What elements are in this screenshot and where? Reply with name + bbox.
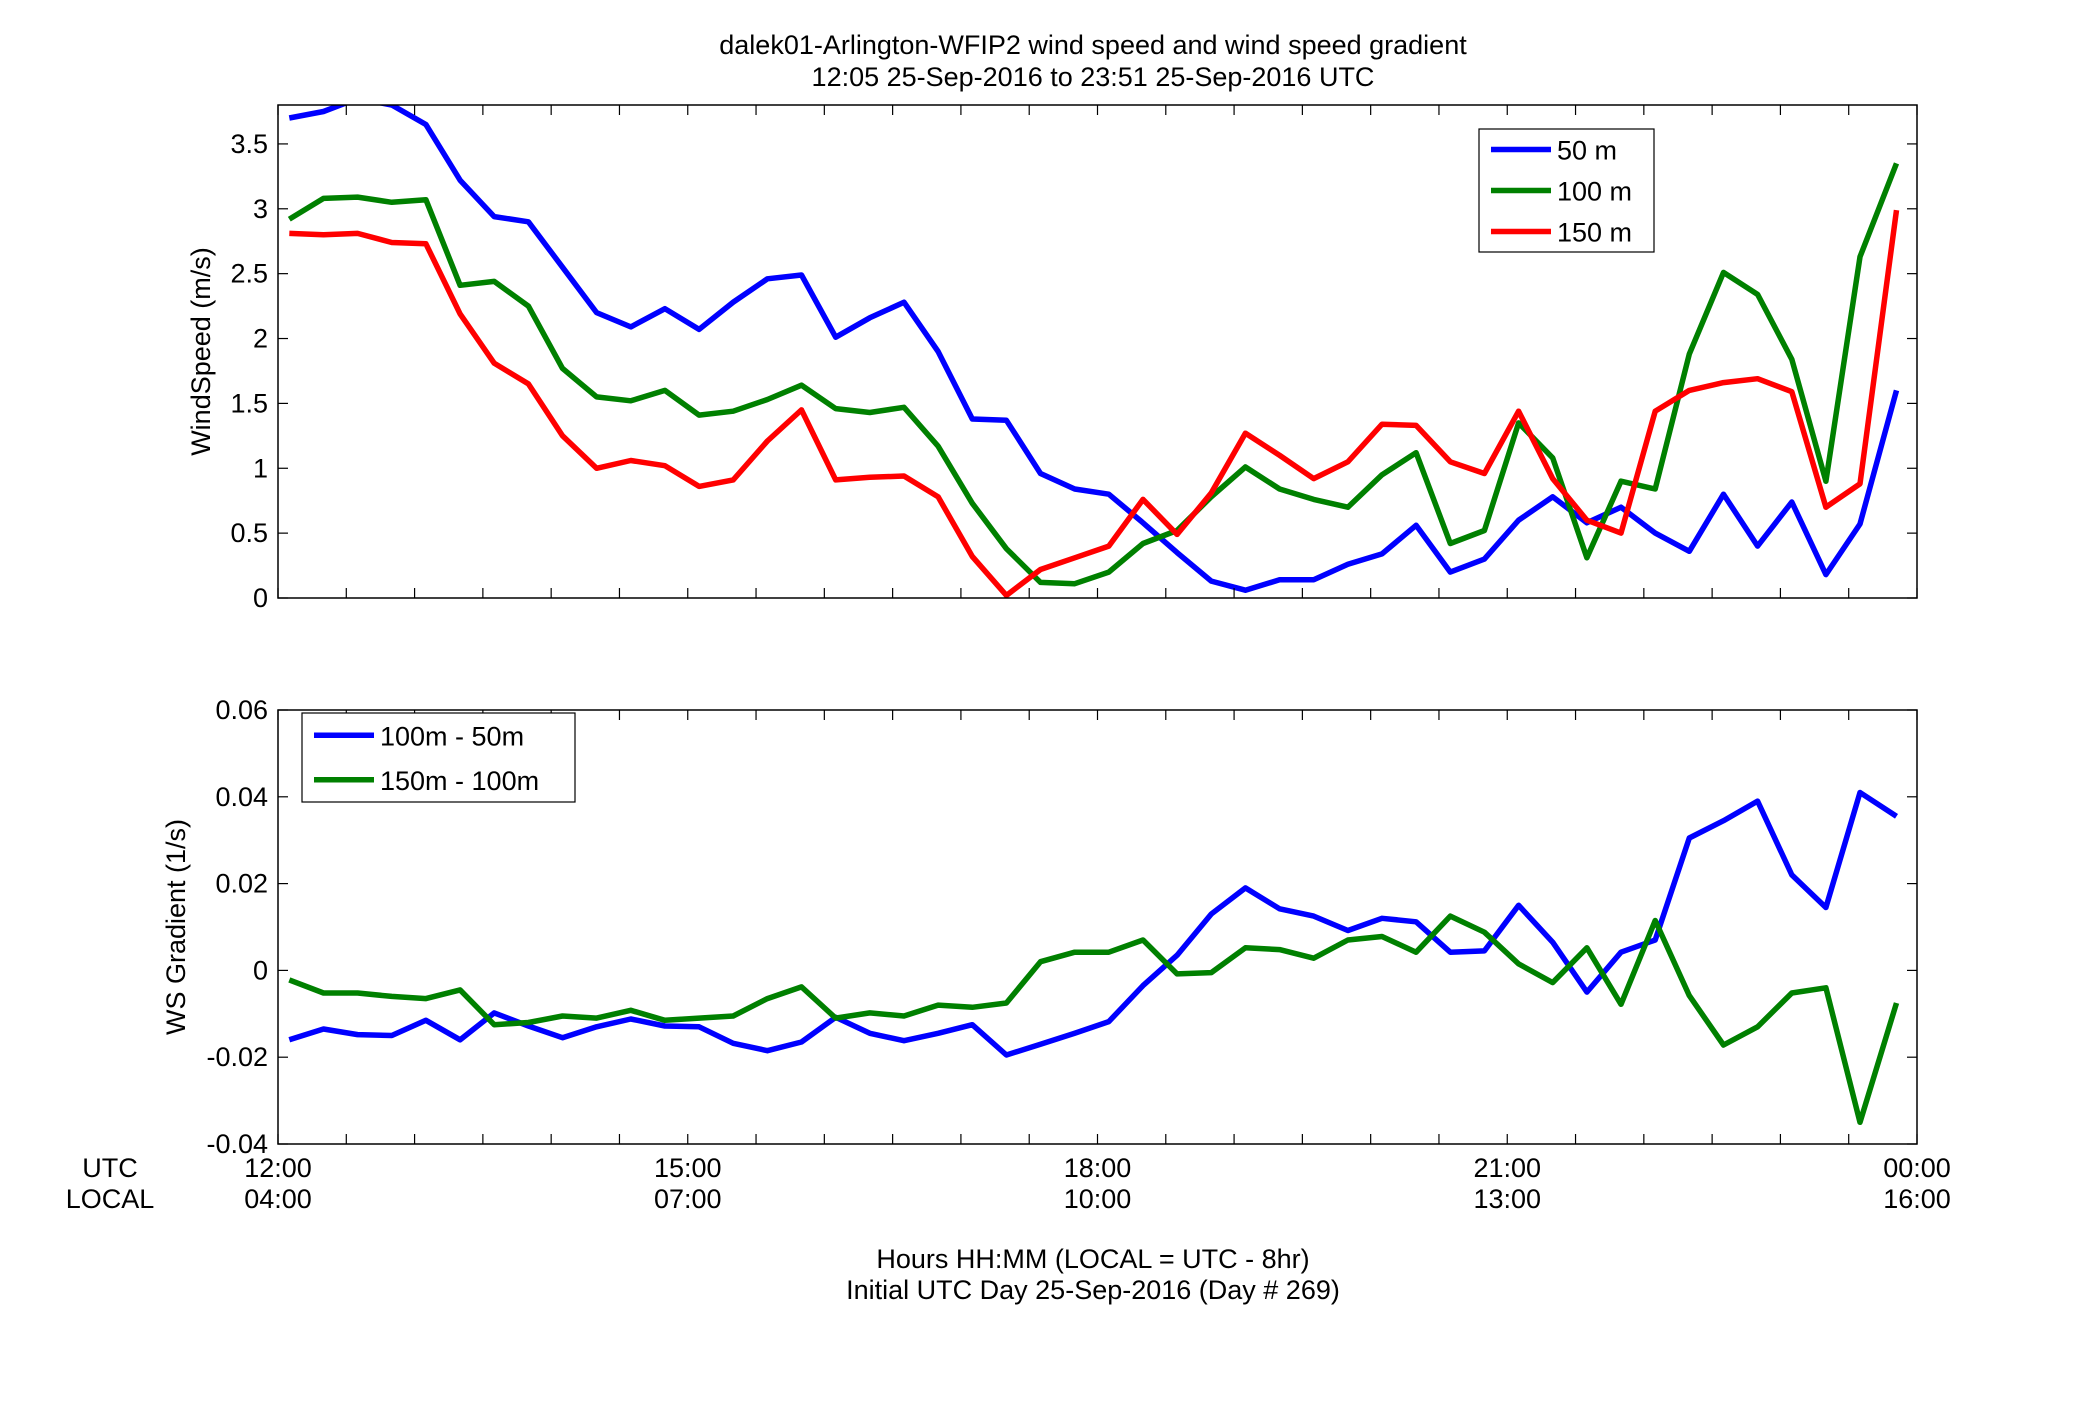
x-tick-label-local: 04:00: [244, 1184, 312, 1214]
series-line-150m-100m: [288, 913, 1900, 1126]
legend-label: 100m - 50m: [380, 721, 524, 751]
x-tick-label-utc: 15:00: [654, 1153, 722, 1183]
x-tick-label-local: 16:00: [1883, 1184, 1951, 1214]
y-tick-label: 0.5: [230, 518, 268, 548]
y-tick-label: 1.5: [230, 388, 268, 418]
gradient-legend: 100m - 50m 150m - 100m: [301, 712, 576, 803]
series-line-150-m: [289, 209, 1900, 598]
y-tick-label: 1: [253, 453, 268, 483]
windspeed-ticks: 0 0.5 1 1.5 2 2.5 3 3.5: [230, 105, 1918, 613]
y-tick-label: 2.5: [230, 259, 268, 289]
y-tick-label: -0.02: [206, 1042, 268, 1072]
x-tick-label-utc: 00:00: [1883, 1153, 1951, 1183]
y-tick-label: 3.5: [230, 129, 268, 159]
gradient-panel: -0.04 -0.02 0 0.02 0.04 0.06 WS Gradient (1/s…: [161, 695, 1918, 1159]
figure-title-line2: 12:05 25-Sep-2016 to 23:51 25-Sep-2016 U…: [812, 62, 1375, 92]
local-row-label: LOCAL: [66, 1184, 155, 1214]
legend-label: 50 m: [1557, 136, 1617, 166]
legend-label: 100 m: [1557, 177, 1632, 207]
gradient-y-axis-label: WS Gradient (1/s): [161, 819, 191, 1035]
windspeed-legend: 50 m 100 m 150 m: [1478, 128, 1655, 253]
x-axis-label-line1: Hours HH:MM (LOCAL = UTC - 8hr): [876, 1244, 1309, 1274]
legend-label: 150m - 100m: [380, 766, 539, 796]
gradient-ticks: -0.04 -0.02 0 0.02 0.04 0.06: [206, 695, 1918, 1159]
gradient-series: [288, 789, 1900, 1126]
series-line-100-m: [287, 162, 1900, 587]
y-tick-label: 0: [253, 955, 268, 985]
x-tick-label-utc: 18:00: [1064, 1153, 1132, 1183]
y-tick-label: 2: [253, 324, 268, 354]
windspeed-y-axis-label: WindSpeed (m/s): [186, 247, 216, 456]
x-tick-label-local: 10:00: [1064, 1184, 1132, 1214]
windspeed-series: [287, 105, 1900, 598]
figure-title-line1: dalek01-Arlington-WFIP2 wind speed and w…: [719, 30, 1467, 60]
x-tick-label-utc: 21:00: [1473, 1153, 1541, 1183]
y-tick-label: 0.04: [215, 782, 268, 812]
y-tick-label: 0.02: [215, 869, 268, 899]
y-tick-label: 3: [253, 194, 268, 224]
y-tick-label: 0.06: [215, 695, 268, 725]
x-tick-label-local: 13:00: [1473, 1184, 1541, 1214]
legend-box: [301, 712, 576, 803]
y-tick-label: -0.04: [206, 1129, 268, 1159]
windspeed-panel: 0 0.5 1 1.5 2 2.5 3 3.5 WindSpeed (m/s) 50 m 100…: [186, 104, 1918, 613]
x-axis-label-line2: Initial UTC Day 25-Sep-2016 (Day # 269): [846, 1275, 1340, 1305]
x-tick-label-utc: 12:00: [244, 1153, 312, 1183]
series-line-100m-50m: [288, 789, 1899, 1058]
x-tick-label-local: 07:00: [654, 1184, 722, 1214]
y-tick-label: 0: [253, 583, 268, 613]
legend-label: 150 m: [1557, 218, 1632, 248]
utc-row-label: UTC: [82, 1153, 138, 1183]
